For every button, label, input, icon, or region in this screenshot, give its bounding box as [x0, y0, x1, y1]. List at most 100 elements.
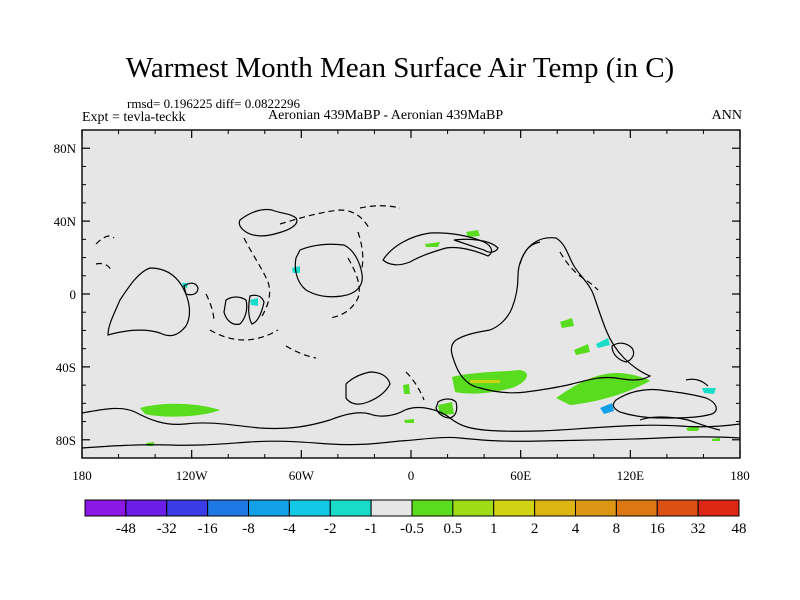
- colorbar-label: 2: [531, 521, 539, 537]
- colorbar-label: -0.5: [400, 521, 424, 537]
- coastline: [209, 329, 279, 341]
- coastline: [243, 237, 271, 317]
- plot-title: Warmest Month Mean Surface Air Temp (in …: [125, 52, 675, 84]
- colorbar-label: 16: [650, 521, 666, 537]
- coastline: [294, 243, 363, 298]
- lat-tick-label: 0: [70, 287, 77, 302]
- colorbar-label: 4: [572, 521, 580, 537]
- season-label: ANN: [711, 108, 742, 123]
- colorbar-swatch: [452, 499, 495, 517]
- coastline: [685, 378, 709, 387]
- coastline: [612, 388, 717, 419]
- colorbar: -48 -32 -16 -8 -4 -2 -1 -0.5 0.5 1 2 4 8 16 32 48: [84, 499, 747, 537]
- colorbar-label: 32: [691, 521, 706, 537]
- lon-tick-label: 120W: [176, 468, 209, 483]
- coastlines: [81, 208, 741, 449]
- coastline: [95, 262, 113, 273]
- anomaly-patch: [404, 419, 414, 423]
- coastline: [285, 345, 317, 359]
- anomaly-patch: [712, 438, 720, 441]
- coastline: [81, 406, 741, 432]
- coastline: [639, 416, 721, 431]
- coastline: [279, 209, 371, 231]
- colorbar-swatch: [656, 499, 699, 517]
- colorbar-swatch: [84, 499, 127, 517]
- coastline: [450, 237, 652, 394]
- lon-tick-label: 120E: [617, 468, 645, 483]
- subtitle: Aeronian 439MaBP - Aeronian 439MaBP: [268, 108, 504, 123]
- colorbar-label: -32: [157, 521, 177, 537]
- colorbar-label: -2: [324, 521, 337, 537]
- colorbar-label: -8: [242, 521, 255, 537]
- dashed-coastlines: [95, 205, 599, 401]
- lon-tick-label: 60W: [289, 468, 315, 483]
- colorbar-swatch: [329, 499, 372, 517]
- colorbar-label: -1: [365, 521, 378, 537]
- colorbar-swatch: [493, 499, 536, 517]
- colorbar-swatch: [697, 499, 740, 517]
- anomaly-patch: [560, 318, 574, 328]
- colorbar-label: 48: [732, 521, 747, 537]
- colorbar-swatch: [534, 499, 576, 517]
- map-background: [82, 130, 740, 458]
- anomaly-patch: [702, 388, 716, 394]
- lon-tick-label: 0: [408, 468, 415, 483]
- lon-tick-label: 180: [730, 468, 750, 483]
- colorbar-swatch: [615, 499, 658, 517]
- experiment-label: Expt = tevla-teckk: [82, 110, 186, 125]
- colorbar-label: -48: [116, 521, 136, 537]
- colorbar-label: -16: [198, 521, 218, 537]
- coastline: [238, 208, 298, 237]
- coastline: [559, 251, 599, 291]
- anomaly-patch: [140, 403, 220, 417]
- coastline: [183, 282, 199, 296]
- colorbar-label: 8: [613, 521, 621, 537]
- coastline: [329, 257, 360, 319]
- coastline: [107, 267, 191, 337]
- lon-tick-label: 180: [72, 468, 92, 483]
- coastline: [95, 235, 115, 245]
- anomaly-patch: [470, 380, 500, 383]
- coastline: [611, 342, 635, 363]
- coastline: [223, 296, 248, 325]
- coastline: [519, 241, 541, 265]
- coastline: [345, 371, 391, 405]
- colorbar-swatch: [207, 499, 249, 517]
- coastline: [81, 436, 741, 449]
- lat-tick-label: 80S: [56, 433, 76, 448]
- axis-ticks: 80N 40N 0 40S 80S 180 120W 60W 0 60E 120E 180: [54, 129, 750, 483]
- colorbar-swatch: [370, 499, 413, 517]
- colorbar-swatch: [248, 499, 290, 517]
- colorbar-swatch: [288, 499, 331, 517]
- coastline: [382, 232, 493, 266]
- colorbar-label: 0.5: [444, 521, 463, 537]
- colorbar-label: -4: [283, 521, 296, 537]
- coastline: [205, 293, 215, 323]
- anomaly-patch: [438, 402, 454, 415]
- colorbar-swatch: [166, 499, 209, 517]
- coastline: [357, 231, 364, 269]
- anomaly-patches: [140, 230, 720, 446]
- colorbar-swatch: [411, 499, 454, 517]
- anomaly-patch: [425, 242, 440, 247]
- coastline: [435, 398, 458, 419]
- anomaly-patch: [596, 338, 610, 348]
- anomaly-patch: [600, 403, 614, 414]
- anomaly-patch: [466, 230, 480, 237]
- anomaly-patch: [574, 344, 590, 355]
- lat-tick-label: 40S: [56, 360, 76, 375]
- coastline: [405, 371, 425, 401]
- coastline: [248, 294, 265, 325]
- lat-tick-label: 80N: [54, 141, 77, 156]
- stats-text: rmsd= 0.196225 diff= 0.0822296: [127, 96, 300, 111]
- anomaly-patch: [250, 298, 258, 306]
- coastline: [359, 205, 401, 209]
- anomaly-patch: [403, 384, 410, 394]
- lon-tick-label: 60E: [510, 468, 531, 483]
- colorbar-swatch: [125, 499, 168, 517]
- colorbar-label: 1: [490, 521, 498, 537]
- coastline: [453, 238, 499, 253]
- lat-tick-label: 40N: [54, 214, 77, 229]
- anomaly-patch: [556, 372, 650, 405]
